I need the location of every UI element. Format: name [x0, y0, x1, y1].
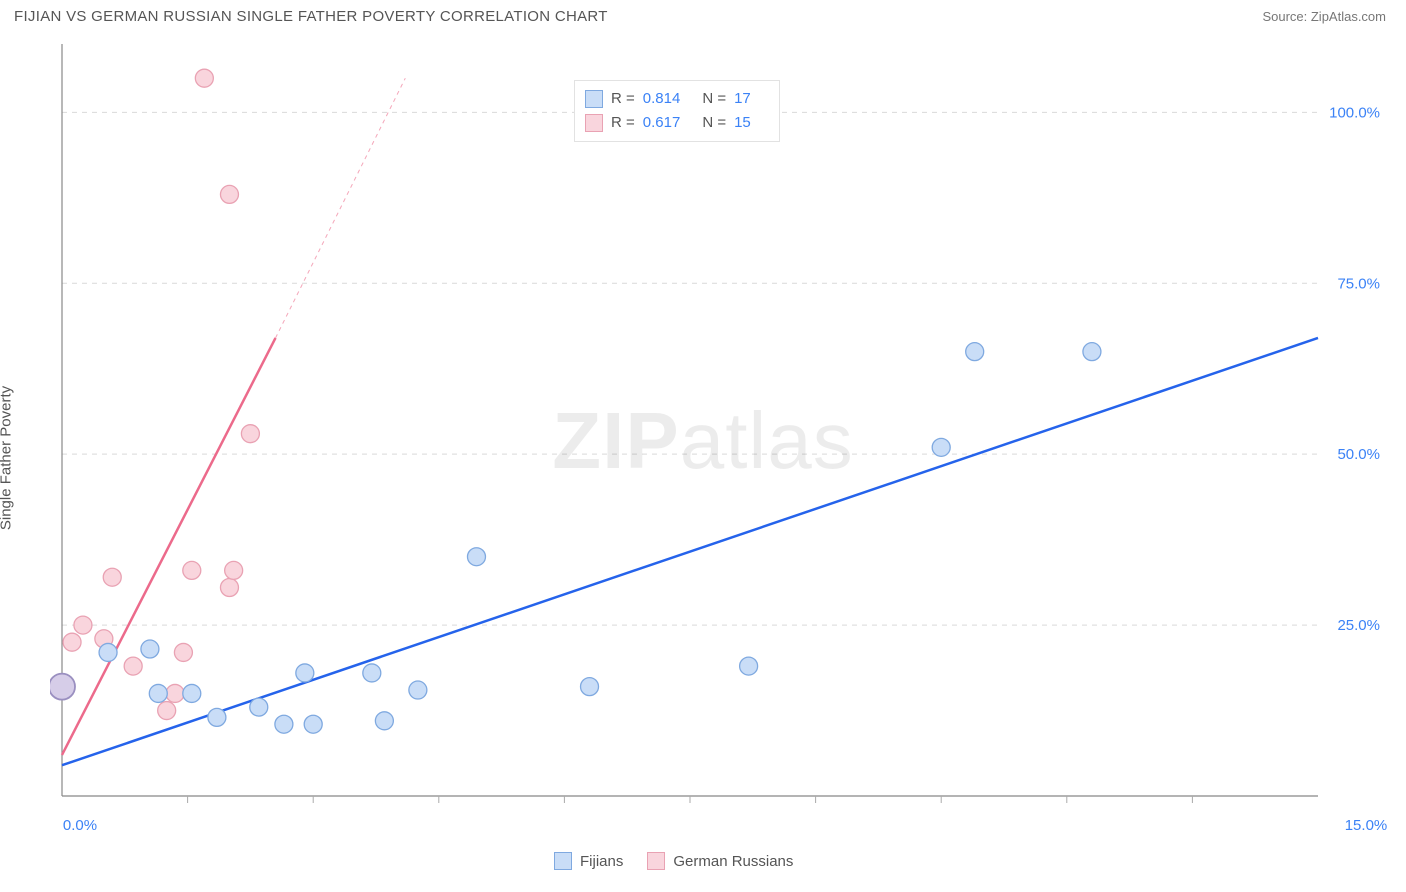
swatch-blue — [554, 852, 572, 870]
legend-item-german-russians: German Russians — [647, 852, 793, 870]
correlation-legend: R = 0.814 N = 17 R = 0.617 N = 15 — [574, 80, 780, 142]
r-value-fijians: 0.814 — [643, 87, 681, 111]
n-label: N = — [702, 111, 726, 135]
svg-text:75.0%: 75.0% — [1337, 275, 1380, 292]
svg-text:0.0%: 0.0% — [63, 817, 97, 834]
svg-text:25.0%: 25.0% — [1337, 617, 1380, 634]
r-label: R = — [611, 87, 635, 111]
legend-row-fijians: R = 0.814 N = 17 — [585, 87, 765, 111]
scatter-plot: 25.0% 50.0% 75.0% 100.0% 0.0% 15.0% — [50, 38, 1392, 838]
n-label: N = — [702, 87, 726, 111]
n-value-fijians: 17 — [734, 87, 751, 111]
r-label: R = — [611, 111, 635, 135]
source-label: Source: — [1262, 9, 1310, 24]
legend-label-german-russians: German Russians — [673, 853, 793, 870]
r-value-german-russians: 0.617 — [643, 111, 681, 135]
legend-item-fijians: Fijians — [554, 852, 623, 870]
y-axis-label: Single Father Poverty — [0, 386, 15, 530]
legend-label-fijians: Fijians — [580, 853, 623, 870]
n-value-german-russians: 15 — [734, 111, 751, 135]
svg-text:50.0%: 50.0% — [1337, 446, 1380, 463]
chart-title: FIJIAN VS GERMAN RUSSIAN SINGLE FATHER P… — [14, 8, 608, 25]
svg-text:100.0%: 100.0% — [1329, 104, 1380, 121]
swatch-pink — [647, 852, 665, 870]
chart-container: Single Father Poverty 25.0%50.0%75.0%100… — [14, 38, 1392, 878]
svg-text:15.0%: 15.0% — [1345, 817, 1388, 834]
swatch-pink — [585, 114, 603, 132]
legend-row-german-russians: R = 0.617 N = 15 — [585, 111, 765, 135]
swatch-blue — [585, 90, 603, 108]
source-link[interactable]: ZipAtlas.com — [1311, 9, 1386, 24]
series-legend: Fijians German Russians — [554, 852, 793, 870]
source-attribution: Source: ZipAtlas.com — [1262, 9, 1386, 24]
